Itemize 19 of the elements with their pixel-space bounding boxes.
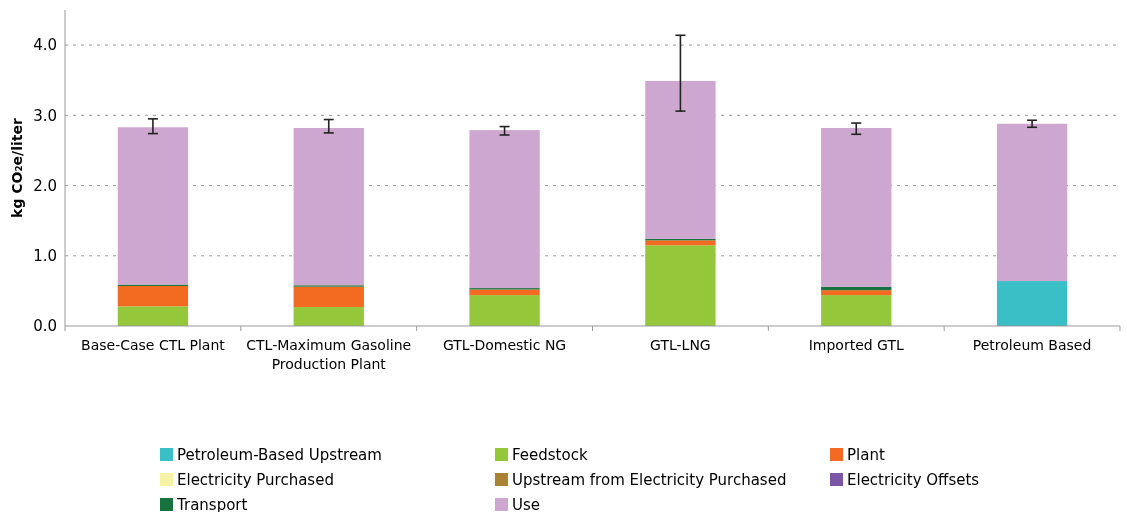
legend-label: Petroleum-Based Upstream bbox=[177, 446, 382, 465]
legend-label: Upstream from Electricity Purchased bbox=[512, 471, 787, 490]
y-axis-title: kg CO₂e/liter bbox=[9, 118, 25, 218]
x-tick-label: Imported GTL bbox=[808, 337, 904, 353]
y-tick-label: 1.0 bbox=[33, 247, 57, 266]
y-tick-label: 0.0 bbox=[33, 317, 57, 336]
x-tick-label: Base-Case CTL Plant bbox=[81, 337, 226, 353]
legend-label: Use bbox=[512, 496, 541, 512]
y-tick-label: 2.0 bbox=[33, 176, 57, 195]
x-tick-label: GTL-Domestic NG bbox=[442, 337, 567, 353]
x-tick-label: CTL-Maximum Gasoline Production Plant bbox=[246, 337, 412, 372]
y-tick-label: 3.0 bbox=[33, 106, 57, 125]
x-tick-label: GTL-LNG bbox=[650, 337, 711, 353]
x-tick-label: Petroleum Based bbox=[972, 337, 1092, 353]
legend-label: Electricity Purchased bbox=[177, 471, 334, 490]
legend-label: Electricity Offsets bbox=[847, 471, 980, 490]
legend-label: Plant bbox=[847, 446, 885, 465]
legend-label: Feedstock bbox=[512, 446, 588, 465]
y-tick-label: 4.0 bbox=[33, 36, 57, 55]
